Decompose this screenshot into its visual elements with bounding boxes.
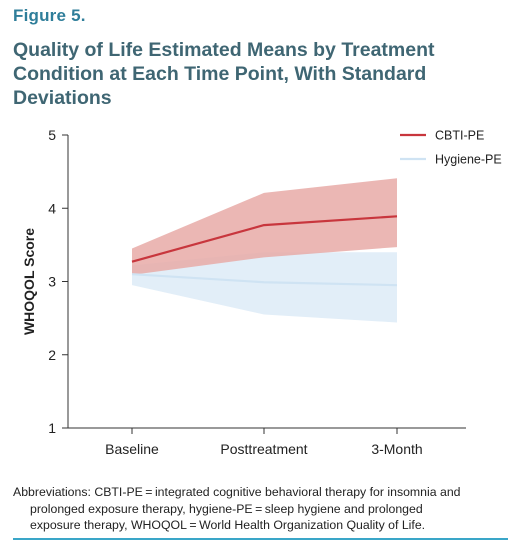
y-tick-label: 4 [48,200,56,216]
sd-band-cbti-pe [132,178,397,275]
series-line-hygiene-pe [131,273,398,287]
figure-title: Quality of Life Estimated Means by Treat… [13,39,435,109]
line-chart: 1 2 3 4 5 Baseline Posttreatment 3-Month WHOQOL … [21,127,502,457]
y-axis-label: WHOQOL Score [21,228,37,335]
bottom-rule [13,538,508,540]
footnote-line-3: exposure therapy, WHOQOL = World Health … [30,518,426,532]
chart-container: 1 2 3 4 5 Baseline Posttreatment 3-Month WHOQOL … [0,118,518,478]
y-tick-label: 3 [48,274,56,290]
footnote: Abbreviations: CBTI-PE = integrated cogn… [13,484,508,534]
x-tick-label: 3-Month [371,441,422,457]
sd-band-hygiene-pe [132,252,397,323]
series-lines [131,215,398,287]
legend: CBTI-PE Hygiene-PE [400,129,502,167]
footnote-line-2: prolonged exposure therapy, hygiene-PE =… [30,501,423,516]
legend-label: CBTI-PE [435,129,484,143]
x-tick-label: Posttreatment [220,441,307,457]
sd-bands [132,178,397,323]
footnote-line-1: Abbreviations: CBTI-PE = integrated cogn… [13,485,461,499]
legend-label: Hygiene-PE [435,153,502,167]
x-tick-label: Baseline [105,441,159,457]
y-tick-label: 2 [48,347,56,363]
series-line-cbti-pe [131,215,398,263]
axes: 1 2 3 4 5 Baseline Posttreatment 3-Month WHOQOL … [21,127,466,457]
y-tick-label: 1 [48,420,56,436]
figure-label: Figure 5. [13,6,86,25]
y-tick-label: 5 [48,127,56,143]
